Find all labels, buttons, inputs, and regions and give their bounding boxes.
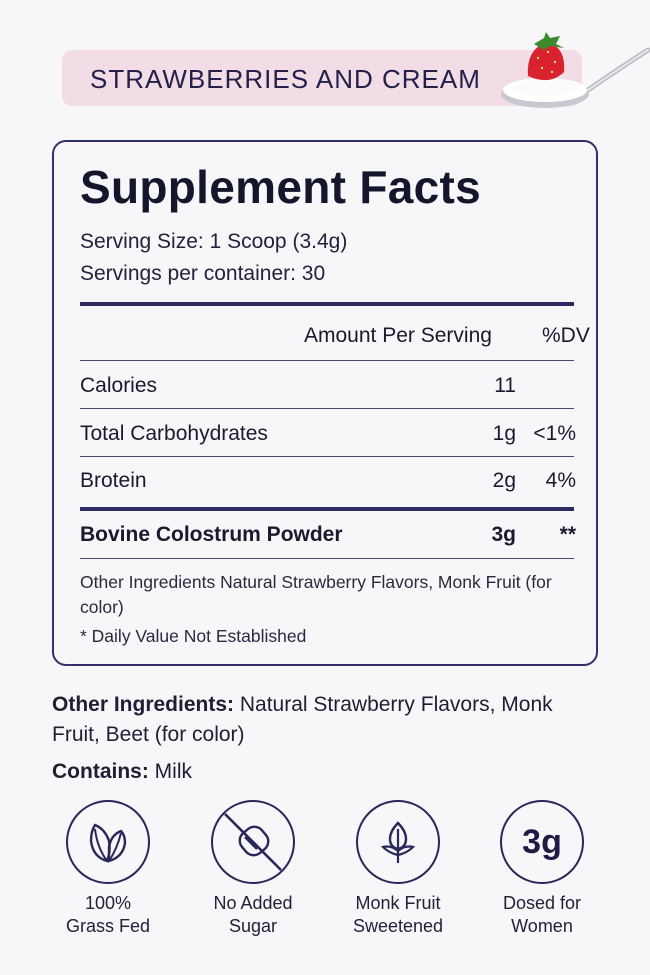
badge-grass-fed-line2: Grass Fed [65, 916, 151, 936]
contains-allergens: Contains: Milk [52, 760, 192, 784]
row-amount-protein: 2g [492, 469, 516, 492]
row-amount-colostrum: 3g [491, 523, 516, 546]
divider [80, 456, 574, 457]
daily-value-note: * Daily Value Not Established [80, 626, 307, 646]
serving-size: Serving Size: 1 Scoop (3.4g) [80, 230, 348, 253]
no-sugar-icon [224, 813, 282, 871]
divider [80, 558, 574, 559]
strawberry-spoon-icon [501, 32, 650, 108]
row-dv-carbohydrates: <1% [533, 422, 576, 445]
divider-thick [80, 302, 574, 306]
divider-thick [80, 507, 574, 511]
row-dv-colostrum: ** [559, 523, 576, 546]
contains-label: Contains: [52, 760, 149, 783]
servings-per-container: Servings per container: 30 [80, 262, 326, 285]
other-ingredients-text: Natural Strawberry Flavors, Monk Fruit, … [52, 693, 553, 746]
plant-icon [380, 821, 416, 863]
divider [80, 360, 574, 361]
leaf-icon [89, 823, 127, 863]
header-dv: %DV [542, 324, 590, 347]
badge-dosed-line1: Dosed for [502, 893, 582, 913]
other-ingredients: Other Ingredients: Natural Strawberry Fl… [52, 690, 592, 750]
flavor-name: STRAWBERRIES AND CREAM [90, 64, 481, 94]
3g-icon: 3g [522, 822, 562, 861]
badge-no-added-sugar: No Added Sugar [193, 800, 313, 938]
badge-monk-fruit: Monk Fruit Sweetened [338, 800, 458, 938]
facts-title: Supplement Facts [80, 161, 481, 213]
row-amount-carbohydrates: 1g [492, 422, 516, 445]
badge-no-added-sugar-line1: No Added [213, 893, 293, 913]
badge-dosed-line2: Women [511, 916, 573, 936]
other-ingredients-small: Other Ingredients Natural Strawberry Fla… [80, 572, 552, 617]
row-label-carbohydrates: Total Carbohydrates [80, 422, 268, 445]
badge-grass-fed-line1: 100% [84, 893, 132, 913]
divider [80, 408, 574, 409]
row-label-colostrum: Bovine Colostrum Powder [80, 523, 343, 546]
row-dv-protein: 4% [545, 469, 576, 492]
badge-grass-fed: 100% Grass Fed [48, 800, 168, 938]
header-amount-per-serving: Amount Per Serving [304, 324, 492, 347]
contains-text: Milk [148, 760, 192, 783]
row-amount-calories: 11 [494, 374, 516, 397]
badge-no-added-sugar-line2: Sugar [228, 916, 278, 936]
badge-dosed-for-women: 3g Dosed for Women [482, 800, 602, 938]
other-ingredients-label: Other Ingredients: [52, 693, 235, 716]
supplement-facts-panel: Supplement Facts Serving Size: 1 Scoop (… [52, 140, 598, 666]
row-label-calories: Calories [80, 374, 158, 397]
badge-monk-fruit-line1: Monk Fruit [355, 893, 441, 913]
row-label-protein: Brotein [80, 469, 147, 492]
badge-monk-fruit-line2: Sweetened [352, 916, 444, 936]
flavor-banner: STRAWBERRIES AND CREAM [62, 50, 582, 106]
